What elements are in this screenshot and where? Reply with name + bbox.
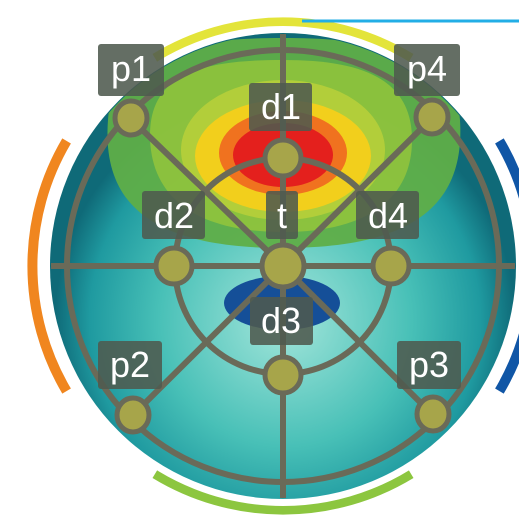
rim-arc-bottom [152, 469, 414, 515]
disc-white-ring [43, 26, 519, 506]
node-p2 [114, 395, 152, 435]
label-d4-text: d4 [368, 195, 408, 236]
rim-arc-left [27, 138, 71, 394]
rim-arc-top [152, 17, 414, 63]
label-d2-text: d2 [154, 195, 194, 236]
label-p2: p2 [98, 341, 162, 389]
electrode-nodes [112, 97, 452, 435]
label-d3: d3 [250, 297, 313, 345]
label-d1: d1 [249, 83, 312, 131]
label-t-text: t [277, 195, 287, 236]
label-p2-text: p2 [110, 344, 150, 385]
node-p1 [112, 98, 150, 138]
rim-arc-right [495, 138, 519, 394]
grid-diagonal-p3 [280, 263, 435, 417]
node-t [259, 242, 307, 290]
label-t: t [266, 191, 298, 239]
label-d2: d2 [142, 191, 205, 239]
node-labels: p1 p4 d1 d2 t d4 d3 p2 [98, 44, 461, 389]
label-p3-text: p3 [409, 344, 449, 385]
outer-rim [27, 17, 519, 515]
node-d3 [262, 354, 304, 396]
grid-diagonal-p1 [127, 115, 286, 269]
label-d4: d4 [356, 191, 419, 239]
label-d3-text: d3 [261, 300, 301, 341]
label-p4-text: p4 [407, 48, 447, 89]
node-p3 [414, 394, 452, 434]
label-p1-text: p1 [111, 48, 151, 89]
node-d2 [153, 245, 195, 287]
label-p1: p1 [98, 44, 164, 96]
label-d1-text: d1 [261, 86, 301, 127]
node-d1 [262, 137, 304, 179]
label-p4: p4 [394, 44, 460, 96]
node-p4 [413, 97, 451, 137]
node-d4 [370, 245, 412, 287]
grid-diagonal-p2 [131, 263, 286, 417]
label-p3: p3 [397, 341, 461, 389]
